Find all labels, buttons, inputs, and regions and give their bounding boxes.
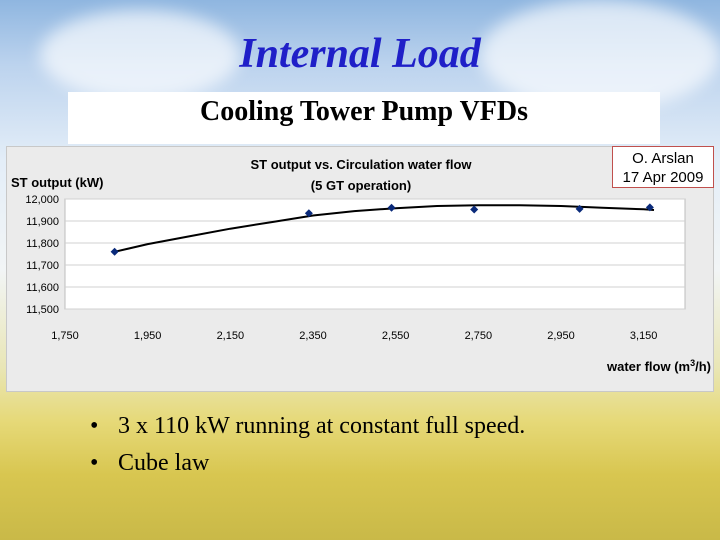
data-point-marker <box>387 203 396 212</box>
x-tick-label: 2,150 <box>217 330 245 342</box>
y-tick-label: 12,000 <box>25 194 59 206</box>
slide-subtitle: Cooling Tower Pump VFDs <box>199 96 529 127</box>
x-tick-label: 2,350 <box>299 330 327 342</box>
bullet-dot: • <box>90 450 99 476</box>
author-date: 17 Apr 2009 <box>622 169 704 186</box>
chart-subtitle: (5 GT operation) <box>311 178 411 193</box>
x-tick-label: 1,950 <box>134 330 162 342</box>
y-tick-label: 11,500 <box>26 304 59 316</box>
plot-area <box>64 198 686 310</box>
x-tick-label: 2,750 <box>465 330 493 342</box>
chart-panel: ST output vs. Circulation water flow (5 … <box>6 146 714 392</box>
author-name: O. Arslan <box>632 150 694 167</box>
chart: ST output vs. Circulation water flow (5 … <box>11 157 711 374</box>
subtitle-background <box>68 92 660 144</box>
author-stamp: O. Arslan 17 Apr 2009 <box>612 146 714 188</box>
bullet-text: 3 x 110 kW running at constant full spee… <box>118 413 526 439</box>
y-tick-label: 11,600 <box>26 282 59 294</box>
slide-title: Internal Load <box>239 31 481 77</box>
bullet-dot: • <box>90 413 99 439</box>
x-tick-label: 1,750 <box>51 330 79 342</box>
x-tick-label: 2,950 <box>547 330 575 342</box>
data-point-marker <box>110 247 119 256</box>
bullet-item: • 3 x 110 kW running at constant full spe… <box>90 408 525 445</box>
bullet-text: Cube law <box>118 450 210 476</box>
x-tick-label: 2,550 <box>382 330 410 342</box>
chart-title: ST output vs. Circulation water flow <box>250 157 472 172</box>
bullet-item: • Cube law <box>90 445 525 482</box>
y-tick-label: 11,700 <box>26 260 59 272</box>
y-tick-label: 11,800 <box>26 238 59 250</box>
data-point-marker <box>575 204 584 213</box>
data-point-marker <box>304 209 313 218</box>
y-axis-label: ST output (kW) <box>11 175 103 190</box>
data-point-marker <box>470 205 479 214</box>
data-point-marker <box>645 203 654 212</box>
x-tick-label: 3,150 <box>630 330 658 342</box>
background-cloud <box>40 10 240 100</box>
background-cloud <box>480 0 720 110</box>
trend-line <box>114 204 655 253</box>
x-axis-label: water flow (m3/h) <box>606 358 711 374</box>
bullet-list: • 3 x 110 kW running at constant full spe… <box>90 408 525 482</box>
y-tick-label: 11,900 <box>26 216 59 228</box>
